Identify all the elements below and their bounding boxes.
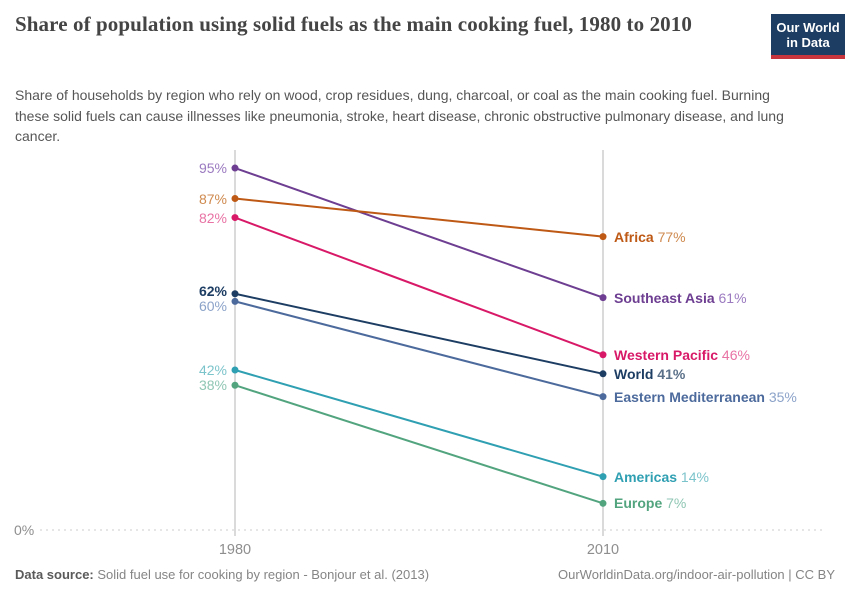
series-dot-start-western-pacific[interactable] <box>231 214 239 222</box>
series-name-southeast-asia[interactable]: Southeast Asia <box>614 289 715 306</box>
series-dot-end-americas[interactable] <box>599 473 607 481</box>
series-dot-end-europe[interactable] <box>599 499 607 507</box>
series-dot-start-world[interactable] <box>231 290 239 298</box>
series-label-world[interactable]: World 41% <box>614 364 685 384</box>
series-label-africa[interactable]: Africa 77% <box>614 227 686 247</box>
series-label-americas[interactable]: Americas 14% <box>614 467 709 487</box>
series-dot-end-western-pacific[interactable] <box>599 351 607 359</box>
series-line-western-pacific[interactable] <box>234 216 604 356</box>
series-end-value-western-pacific: 46% <box>718 346 750 363</box>
series-name-eastern-mediterranean[interactable]: Eastern Mediterranean <box>614 388 765 405</box>
series-line-eastern-mediterranean[interactable] <box>234 300 604 398</box>
series-line-africa[interactable] <box>234 197 604 238</box>
chart-subtitle: Share of households by region who rely o… <box>15 87 784 145</box>
series-name-americas[interactable]: Americas <box>614 468 678 485</box>
owid-logo-line1: Our World <box>776 20 840 35</box>
series-dot-start-americas[interactable] <box>231 366 239 374</box>
series-name-africa[interactable]: Africa <box>614 228 654 245</box>
series-label-western-pacific[interactable]: Western Pacific 46% <box>614 345 750 365</box>
series-dot-end-africa[interactable] <box>599 233 607 241</box>
series-end-value-world: 41% <box>653 365 686 382</box>
series-dot-start-southeast-asia[interactable] <box>231 164 239 172</box>
series-end-value-europe: 7% <box>662 495 687 512</box>
series-end-value-southeast-asia: 61% <box>714 289 747 306</box>
series-left-value-africa: 87% <box>198 190 227 207</box>
footer-link[interactable]: OurWorldinData.org/indoor-air-pollution … <box>558 567 835 582</box>
series-left-value-southeast-asia: 95% <box>198 160 227 177</box>
series-left-value-eastern-mediterranean: 60% <box>198 298 227 315</box>
series-dot-start-europe[interactable] <box>231 381 239 389</box>
series-end-value-eastern-mediterranean: 35% <box>764 388 797 405</box>
page-title: Share of population using solid fuels as… <box>15 12 692 36</box>
series-left-value-americas: 42% <box>198 361 227 378</box>
series-left-value-europe: 38% <box>198 377 227 394</box>
series-left-value-western-pacific: 82% <box>198 209 227 226</box>
chart-footer: Data source: Solid fuel use for cooking … <box>15 566 835 584</box>
data-source-text: Solid fuel use for cooking by region - B… <box>93 567 430 582</box>
series-dot-start-eastern-mediterranean[interactable] <box>231 297 239 305</box>
owid-logo[interactable]: Our World in Data <box>771 14 845 59</box>
series-dot-end-world[interactable] <box>599 370 607 378</box>
series-label-eastern-mediterranean[interactable]: Eastern Mediterranean 35% <box>614 387 797 407</box>
owid-logo-line2: in Data <box>786 35 830 50</box>
series-dot-end-eastern-mediterranean[interactable] <box>599 393 607 401</box>
series-name-western-pacific[interactable]: Western Pacific <box>614 346 719 363</box>
series-dot-start-africa[interactable] <box>231 195 239 203</box>
data-source-note: Data source: Solid fuel use for cooking … <box>15 566 429 584</box>
series-dot-end-southeast-asia[interactable] <box>599 294 607 302</box>
series-line-world[interactable] <box>234 292 604 375</box>
series-line-southeast-asia[interactable] <box>234 167 604 299</box>
series-name-europe[interactable]: Europe <box>614 495 663 512</box>
data-source-label: Data source: <box>15 567 94 582</box>
series-line-europe[interactable] <box>234 384 604 505</box>
series-label-southeast-asia[interactable]: Southeast Asia 61% <box>614 288 747 308</box>
series-end-value-americas: 14% <box>677 468 709 485</box>
series-name-world[interactable]: World <box>614 365 654 382</box>
series-line-americas[interactable] <box>234 369 604 478</box>
series-label-europe[interactable]: Europe 7% <box>614 493 686 513</box>
series-end-value-africa: 77% <box>653 228 686 245</box>
series-left-value-world: 62% <box>198 282 227 299</box>
